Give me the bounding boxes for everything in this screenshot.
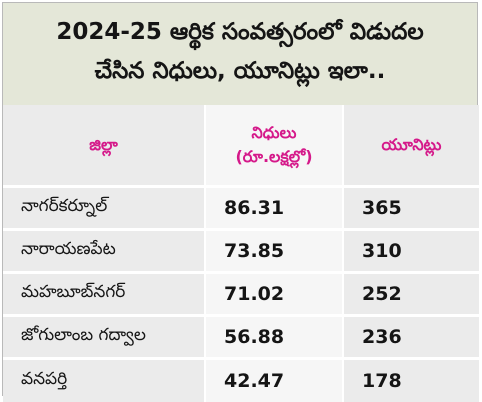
units-cell: 252 <box>342 271 479 316</box>
table-row: నారాయణపేట 73.85 310 <box>3 228 479 273</box>
funds-table: జిల్లా నిధులు (రూ.లక్షల్లో) యూనిట్లు నాగ… <box>3 105 479 402</box>
units-cell: 365 <box>342 185 479 230</box>
page-title: 2024-25 ఆర్థిక సంవత్సరంలో విడుదల చేసిన న… <box>3 3 477 105</box>
title-line-2: చేసిన నిధులు, యూనిట్లు ఇలా.. <box>94 58 386 84</box>
funds-cell: 71.02 <box>204 271 343 316</box>
header-funds-unit: (రూ.లక్షల్లో) <box>235 147 313 166</box>
header-district: జిల్లా <box>3 105 205 187</box>
header-row: జిల్లా నిధులు (రూ.లక్షల్లో) యూనిట్లు <box>3 105 479 187</box>
district-cell: నాగర్‌కర్నూల్ <box>3 185 205 230</box>
table-row: జోగులాంబ గద్వాల 56.88 236 <box>3 314 479 359</box>
header-district-label: జిల్లా <box>89 135 118 154</box>
funds-cell: 56.88 <box>204 314 343 359</box>
funds-cell: 86.31 <box>204 185 343 230</box>
header-funds: నిధులు (రూ.లక్షల్లో) <box>204 105 343 187</box>
funds-cell: 73.85 <box>204 228 343 273</box>
units-cell: 178 <box>342 357 479 402</box>
district-cell: వనపర్తి <box>3 357 205 402</box>
table-row: మహబూబ్‌నగర్ 71.02 252 <box>3 271 479 316</box>
units-cell: 236 <box>342 314 479 359</box>
table-row: నాగర్‌కర్నూల్ 86.31 365 <box>3 185 479 230</box>
district-cell: మహబూబ్‌నగర్ <box>3 271 205 316</box>
header-units: యూనిట్లు <box>342 105 479 187</box>
table-row: వనపర్తి 42.47 178 <box>3 357 479 402</box>
funds-cell: 42.47 <box>204 357 343 402</box>
units-cell: 310 <box>342 228 479 273</box>
title-line-1: 2024-25 ఆర్థిక సంవత్సరంలో విడుదల <box>56 19 424 45</box>
header-funds-label: నిధులు <box>251 123 297 142</box>
header-units-label: యూనిట్లు <box>381 135 442 154</box>
district-cell: నారాయణపేట <box>3 228 205 273</box>
district-cell: జోగులాంబ గద్వాల <box>3 314 205 359</box>
